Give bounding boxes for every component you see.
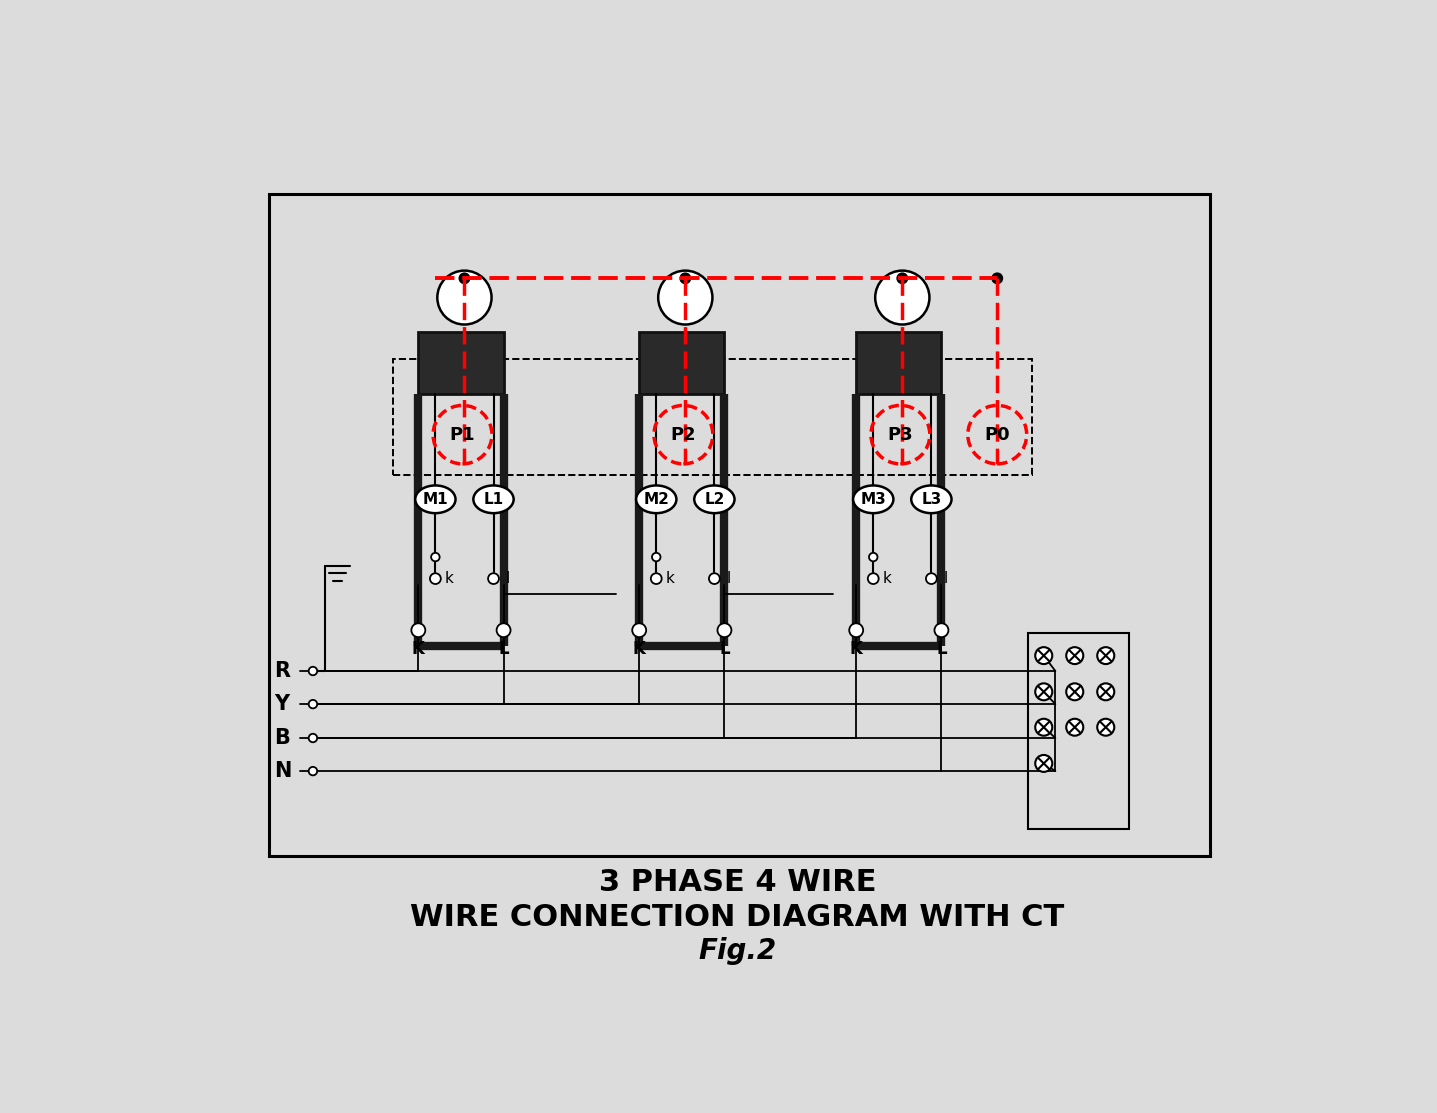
Circle shape bbox=[658, 270, 713, 325]
Circle shape bbox=[1035, 683, 1052, 700]
Circle shape bbox=[1066, 683, 1083, 700]
Circle shape bbox=[497, 623, 510, 637]
Text: 3 PHASE 4 WIRE: 3 PHASE 4 WIRE bbox=[599, 868, 877, 897]
Bar bbox=[392, 359, 1032, 474]
Circle shape bbox=[309, 700, 318, 708]
Text: L: L bbox=[499, 640, 509, 658]
Text: K: K bbox=[849, 640, 862, 658]
Circle shape bbox=[925, 573, 937, 584]
Text: P0: P0 bbox=[984, 425, 1010, 444]
Circle shape bbox=[708, 573, 720, 584]
Bar bbox=[418, 332, 503, 394]
Circle shape bbox=[1035, 755, 1052, 772]
Text: B: B bbox=[274, 728, 290, 748]
Circle shape bbox=[680, 274, 690, 284]
Circle shape bbox=[309, 667, 318, 676]
Circle shape bbox=[1035, 719, 1052, 736]
Circle shape bbox=[651, 573, 661, 584]
Ellipse shape bbox=[854, 485, 894, 513]
Circle shape bbox=[430, 573, 441, 584]
Text: M1: M1 bbox=[422, 492, 448, 506]
Circle shape bbox=[717, 623, 731, 637]
Text: L: L bbox=[718, 640, 730, 658]
Circle shape bbox=[1066, 719, 1083, 736]
Text: WIRE CONNECTION DIAGRAM WITH CT: WIRE CONNECTION DIAGRAM WITH CT bbox=[411, 903, 1065, 932]
Text: L1: L1 bbox=[483, 492, 503, 506]
Text: K: K bbox=[632, 640, 645, 658]
Circle shape bbox=[652, 553, 661, 561]
Text: P1: P1 bbox=[450, 425, 476, 444]
Bar bbox=[269, 194, 1210, 856]
Circle shape bbox=[309, 767, 318, 776]
Text: N: N bbox=[274, 761, 292, 781]
Circle shape bbox=[1035, 647, 1052, 664]
Circle shape bbox=[1098, 647, 1114, 664]
Ellipse shape bbox=[415, 485, 456, 513]
Circle shape bbox=[1098, 719, 1114, 736]
Circle shape bbox=[875, 270, 930, 325]
Ellipse shape bbox=[694, 485, 734, 513]
Circle shape bbox=[411, 623, 425, 637]
Ellipse shape bbox=[473, 485, 513, 513]
Circle shape bbox=[868, 573, 878, 584]
Bar bbox=[856, 332, 941, 394]
Text: l: l bbox=[943, 571, 947, 587]
Circle shape bbox=[437, 270, 491, 325]
Text: K: K bbox=[412, 640, 425, 658]
Bar bbox=[1029, 632, 1129, 829]
Text: k: k bbox=[445, 571, 454, 587]
Text: P3: P3 bbox=[888, 425, 912, 444]
Text: R: R bbox=[274, 661, 290, 681]
Text: M3: M3 bbox=[861, 492, 887, 506]
Text: k: k bbox=[882, 571, 891, 587]
Circle shape bbox=[897, 274, 907, 284]
Circle shape bbox=[460, 274, 470, 284]
Ellipse shape bbox=[911, 485, 951, 513]
Text: Fig.2: Fig.2 bbox=[698, 936, 776, 965]
Circle shape bbox=[869, 553, 878, 561]
Circle shape bbox=[431, 553, 440, 561]
Ellipse shape bbox=[637, 485, 677, 513]
Circle shape bbox=[632, 623, 647, 637]
Bar bbox=[639, 332, 724, 394]
Circle shape bbox=[489, 573, 499, 584]
Text: k: k bbox=[665, 571, 674, 587]
Text: M2: M2 bbox=[644, 492, 670, 506]
Text: l: l bbox=[726, 571, 730, 587]
Text: L: L bbox=[935, 640, 947, 658]
Text: L2: L2 bbox=[704, 492, 724, 506]
Circle shape bbox=[1098, 683, 1114, 700]
Text: P2: P2 bbox=[671, 425, 696, 444]
Text: l: l bbox=[506, 571, 510, 587]
Circle shape bbox=[309, 733, 318, 742]
Text: Y: Y bbox=[274, 695, 289, 715]
Text: L3: L3 bbox=[921, 492, 941, 506]
Circle shape bbox=[1066, 647, 1083, 664]
Circle shape bbox=[849, 623, 864, 637]
Circle shape bbox=[992, 274, 1002, 284]
Circle shape bbox=[934, 623, 948, 637]
